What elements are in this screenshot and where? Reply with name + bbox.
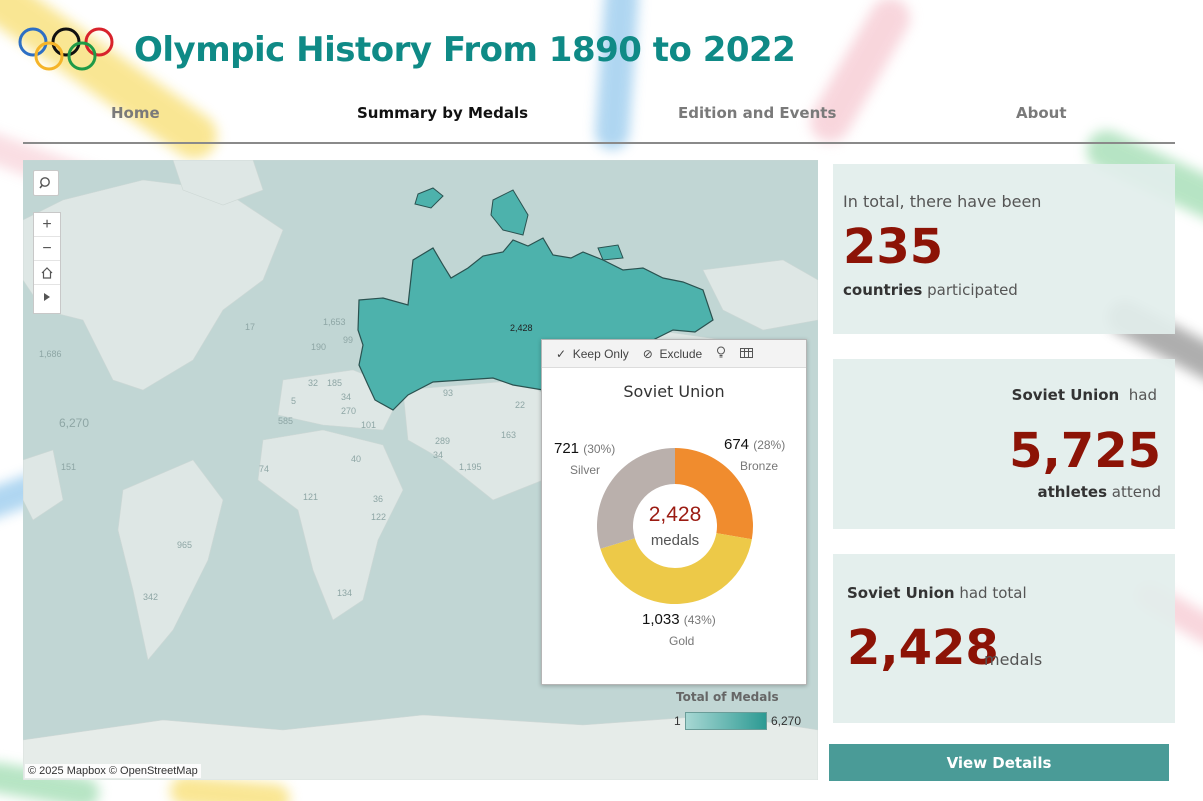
nav-about[interactable]: About — [1016, 104, 1067, 122]
zoom-out-button[interactable]: − — [34, 237, 60, 261]
group-members-button[interactable] — [716, 346, 726, 361]
map-label: 289 — [435, 436, 451, 446]
legend-max: 6,270 — [771, 714, 802, 728]
legend-min: 1 — [674, 714, 681, 728]
bronze-value-label: 674 (28%) — [724, 436, 786, 453]
map-label: 6,270 — [59, 416, 90, 430]
map-label: 1,686 — [39, 349, 62, 359]
map-label: 22 — [515, 400, 526, 410]
nav-summary-by-medals[interactable]: Summary by Medals — [357, 104, 529, 122]
countries-kpi-card: In total, there have been 235 countries … — [833, 164, 1175, 334]
tooltip-toolbar: ✓ Keep Only ⊘ Exclude — [542, 340, 806, 368]
map-controls: + − — [33, 212, 61, 314]
selected-country-soviet-union — [357, 237, 714, 411]
map-label: 134 — [337, 588, 353, 598]
countries-kpi-footer: countries participated — [843, 281, 1018, 299]
map-label: 34 — [341, 392, 352, 402]
map-label: 185 — [327, 378, 343, 388]
search-icon — [39, 177, 50, 189]
exclude-button[interactable]: ⊘ Exclude — [642, 346, 703, 361]
expand-toolbar-button[interactable] — [34, 285, 60, 309]
map-label: 17 — [245, 322, 256, 332]
medals-kpi-value: 2,428 — [847, 620, 999, 676]
page-title: Olympic History From 1890 to 2022 — [134, 30, 796, 70]
view-details-button[interactable]: View Details — [829, 744, 1169, 781]
map-label: 93 — [443, 388, 454, 398]
map-label: 151 — [61, 462, 77, 472]
map-label: 99 — [343, 335, 354, 345]
view-data-button[interactable] — [740, 347, 754, 361]
home-icon — [41, 266, 53, 279]
map-label: 190 — [311, 342, 327, 352]
medals-kpi-card: Soviet Union had total 2,428 medals — [833, 554, 1175, 723]
home-button[interactable] — [34, 261, 60, 285]
top-nav: Home Summary by Medals Edition and Event… — [23, 98, 1175, 144]
legend-color-ramp — [685, 712, 767, 730]
nav-edition-and-events[interactable]: Edition and Events — [678, 104, 837, 122]
donut-slice-bronze[interactable] — [675, 448, 753, 540]
map-label: 1,653 — [323, 317, 346, 327]
lightbulb-icon — [717, 346, 726, 358]
table-icon — [740, 347, 754, 358]
silver-value-label: 721 (30%) — [554, 440, 616, 457]
map-label: 74 — [259, 464, 270, 474]
silver-name-label: Silver — [570, 463, 601, 477]
map-label: 34 — [433, 450, 444, 460]
athletes-kpi-card: Soviet Union had 5,725 athletes attend — [833, 359, 1175, 529]
map-label: 342 — [143, 592, 159, 602]
medals-kpi-lead: Soviet Union had total — [847, 584, 1027, 602]
countries-kpi-value: 235 — [843, 219, 944, 275]
bronze-name-label: Bronze — [740, 459, 779, 473]
keep-only-button[interactable]: ✓ Keep Only — [556, 346, 629, 361]
map-label: 965 — [177, 540, 193, 550]
play-icon — [44, 293, 50, 301]
map-label: 36 — [373, 494, 384, 504]
map-label: 5 — [291, 396, 297, 406]
countries-kpi-lead: In total, there have been — [843, 192, 1042, 211]
legend-title: Total of Medals — [676, 690, 779, 704]
map-label-selected: 2,428 — [510, 323, 533, 333]
medal-donut-chart — [597, 448, 753, 604]
tooltip-country-name: Soviet Union — [623, 382, 725, 401]
map-label: 101 — [361, 420, 377, 430]
donut-slice-gold[interactable] — [600, 533, 752, 604]
map-attribution[interactable]: © 2025 Mapbox © OpenStreetMap — [25, 764, 201, 778]
donut-center-total: 2,428 — [648, 503, 702, 526]
map-label: 40 — [351, 454, 362, 464]
gold-value-label: 1,033 (43%) — [642, 611, 716, 628]
map-label: 121 — [303, 492, 319, 502]
gold-name-label: Gold — [669, 634, 695, 648]
map-label: 122 — [371, 512, 387, 522]
athletes-kpi-lead: Soviet Union had — [1011, 386, 1157, 404]
zoom-in-button[interactable]: + — [34, 213, 60, 237]
map-search-button[interactable] — [33, 170, 59, 196]
map-label: 32 — [308, 378, 319, 388]
map-label: 270 — [341, 406, 357, 416]
donut-center-unit: medals — [650, 532, 700, 549]
country-tooltip: ✓ Keep Only ⊘ Exclude Soviet Union 2,428… — [541, 339, 807, 685]
map-label: 163 — [501, 430, 517, 440]
athletes-kpi-footer: athletes attend — [1037, 483, 1161, 501]
nav-home[interactable]: Home — [111, 104, 160, 122]
donut-slice-silver[interactable] — [597, 448, 675, 549]
olympic-rings-logo — [18, 27, 114, 71]
medals-kpi-unit: medals — [984, 650, 1043, 669]
athletes-kpi-value: 5,725 — [1009, 423, 1161, 479]
map-label: 585 — [278, 416, 294, 426]
map-label: 1,195 — [459, 462, 482, 472]
